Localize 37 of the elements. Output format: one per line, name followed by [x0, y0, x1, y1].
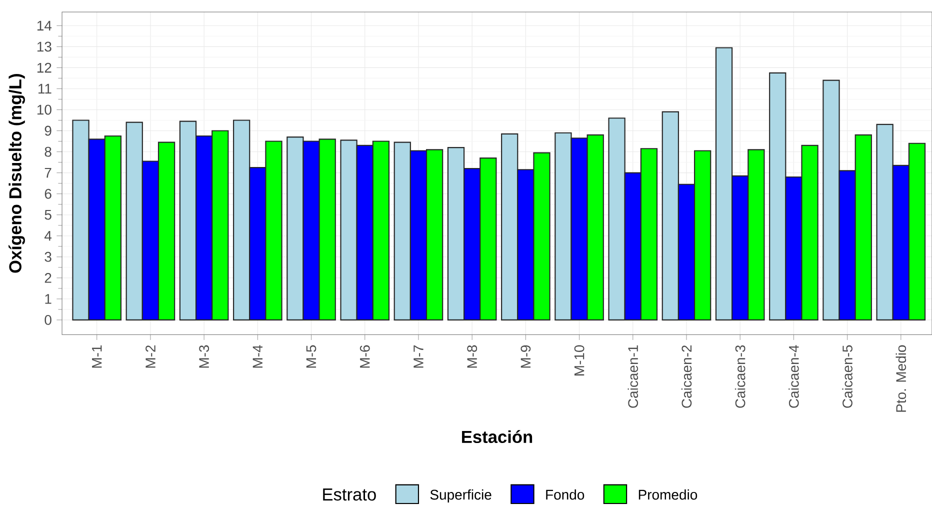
x-tick-label: M-2 [146, 345, 156, 368]
x-tick-label: M-7 [414, 345, 424, 368]
y-tick-label: 4 [44, 231, 52, 241]
x-tick-label: M-10 [574, 345, 584, 376]
y-axis-title: Oxígeno Disuelto (mg/L) [8, 74, 25, 273]
x-tick-label: Caicaen-2 [681, 345, 692, 408]
legend-label: Superficie [430, 489, 492, 502]
legend-label: Fondo [546, 489, 584, 500]
y-tick-label: 10 [37, 104, 52, 115]
y-tick-label: 14 [37, 20, 52, 30]
y-tick-label: 5 [44, 210, 52, 220]
x-tick-label: Caicaen-4 [788, 345, 799, 408]
y-tick-label: 7 [44, 168, 52, 178]
x-tick-label: M-1 [92, 345, 102, 368]
legend-label: Promedio [638, 489, 698, 500]
y-tick-label: 11 [38, 84, 52, 94]
x-tick-label: M-5 [306, 345, 316, 368]
x-tick-label: Caicaen-3 [734, 345, 746, 408]
x-tick-label: M-8 [467, 345, 478, 368]
y-tick-label: 9 [44, 126, 52, 136]
x-tick-label: Caicaen-5 [842, 345, 852, 408]
x-tick-label: M-9 [520, 345, 531, 368]
y-tick-label: 13 [37, 42, 52, 52]
y-tick-label: 12 [37, 62, 52, 73]
y-tick-label: 0 [44, 314, 52, 325]
x-tick-label: M-3 [199, 345, 210, 368]
x-tick-label: M-4 [252, 345, 262, 368]
y-tick-label: 8 [44, 146, 52, 157]
x-axis-title: Estación [462, 430, 532, 444]
legend-title: Estrato [323, 488, 376, 501]
y-tick-label: 6 [44, 188, 52, 199]
x-tick-label: M-6 [360, 345, 370, 368]
y-tick-label: 1 [45, 294, 52, 304]
y-tick-label: 3 [44, 252, 52, 262]
y-tick-label: 2 [44, 273, 52, 283]
x-tick-label: Pto. Medio [896, 345, 906, 412]
x-tick-label: Caicaen-1 [628, 345, 638, 408]
